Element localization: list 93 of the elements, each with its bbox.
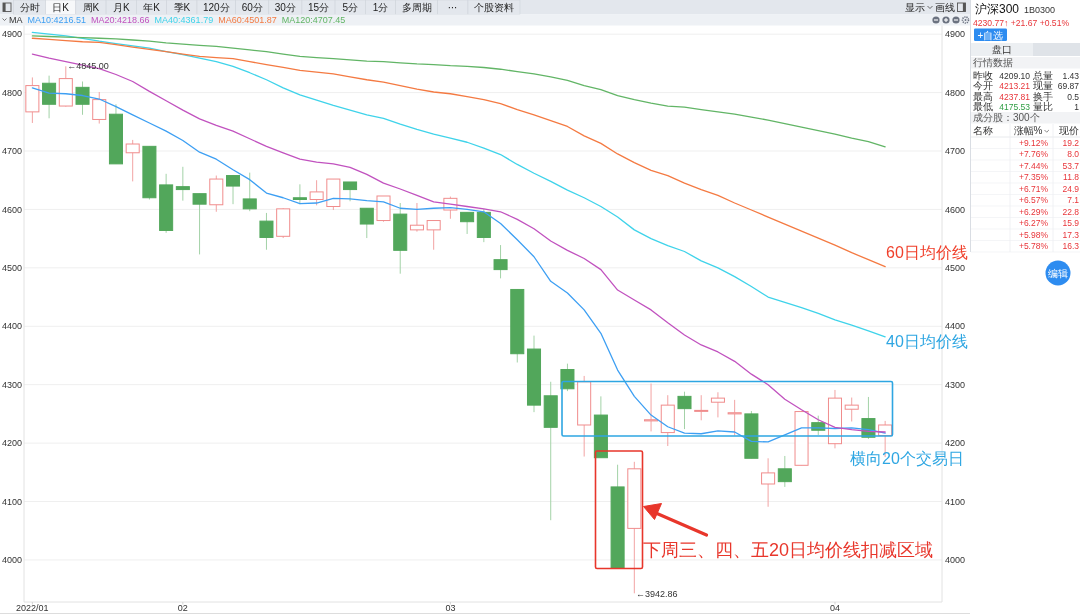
toolbar-button: 60分 [235, 0, 270, 15]
text: 69.87 [1057, 81, 1080, 92]
toolbar-button: 月K [105, 0, 137, 15]
toolbar-button: 个股资料 [467, 0, 521, 15]
y2-tick-label: 4600 [945, 204, 966, 215]
text: 最低 [973, 101, 993, 113]
y-tick-label: 4000 [1, 555, 22, 566]
text: 成分股：300个 [973, 112, 1040, 124]
y2-tick-label: 4300 [945, 379, 966, 390]
x-tick-label: 03 [445, 603, 456, 614]
text: +7.76% [1018, 149, 1049, 159]
text: 15.9 [1062, 218, 1080, 228]
text: 22.8 [1062, 206, 1080, 217]
annotation: ←3942.86 [636, 588, 678, 599]
annotation: 横向20个交易日 [850, 449, 964, 467]
button: 编辑 [1045, 260, 1071, 286]
y-tick-label: 4400 [1, 321, 22, 332]
text: 4175.53 [999, 102, 1031, 113]
annotation: 60日均价线 [886, 244, 968, 261]
text: +6.29% [1018, 206, 1049, 217]
text: 4213.21 [999, 81, 1031, 92]
annotation: 40日均价线 [886, 333, 968, 350]
toolbar-button: 30分 [268, 0, 303, 15]
y2-tick-label: 4200 [945, 438, 966, 449]
y-tick-label: 4900 [1, 29, 22, 40]
toolbar-button: 15分 [301, 0, 336, 15]
y2-tick-label: 4900 [945, 29, 966, 40]
text: 0.5 [1067, 91, 1080, 102]
y2-tick-label: 4100 [945, 496, 966, 507]
text: +6.27% [1018, 218, 1049, 228]
text: +5.78% [1018, 241, 1049, 251]
toolbar-button: 120分 [196, 0, 236, 15]
text: +7.44% [1018, 160, 1049, 171]
y2-tick-label: 4000 [945, 555, 966, 566]
text: 名称 [973, 125, 993, 136]
y2-tick-label: 4400 [945, 321, 966, 332]
text: 4230.77↑ +21.67 +0.51% [973, 17, 1070, 28]
text: 4237.81 [999, 91, 1031, 102]
x-tick-label: 2022/01 [16, 603, 49, 614]
y-tick-label: 4800 [1, 87, 22, 98]
y2-tick-label: 4700 [945, 146, 966, 157]
text: 盘口 [992, 44, 1012, 56]
y-tick-label: 4300 [1, 379, 22, 390]
y-tick-label: 4500 [1, 263, 22, 274]
text: +6.57% [1018, 195, 1049, 205]
toolbar-button: ⋯ [437, 0, 469, 15]
y-tick-label: 4200 [1, 438, 22, 449]
toolbar-button: 周K [75, 0, 107, 15]
toolbar-button: 分时 [13, 0, 46, 15]
text: 17.3 [1062, 229, 1080, 240]
toolbar-button: 1分 [365, 0, 396, 15]
text: 涨幅% [1013, 125, 1043, 136]
y2-tick-label: 4800 [945, 87, 966, 98]
text: +5.98% [1018, 229, 1049, 240]
text: +9.12% [1018, 137, 1049, 148]
text: 显示 [905, 2, 925, 13]
text: 画线 [934, 2, 955, 13]
y-tick-label: 4600 [1, 204, 22, 215]
text: 1B0300 [1024, 5, 1056, 15]
text: 总量 [1032, 69, 1053, 81]
text: 11.8 [1063, 172, 1080, 182]
text: 行情数据 [973, 57, 1013, 69]
text: 8.0 [1067, 149, 1080, 159]
text: 4209.10 [999, 70, 1031, 81]
y-tick-label: 4100 [1, 496, 22, 507]
legend-title: MA [9, 15, 23, 26]
text: 量比 [1033, 101, 1053, 113]
y2-tick-label: 4500 [945, 263, 966, 274]
toolbar-button: 多周期 [395, 0, 438, 15]
text: 19.2 [1062, 137, 1080, 148]
toolbar-button: 年K [136, 0, 167, 15]
text: 昨收 [973, 69, 993, 81]
text: 1.43 [1062, 70, 1080, 81]
text: 换手 [1033, 90, 1053, 102]
legend: MA MA10:4216.51 MA20:4218.66 MA40:4361.79 MA60:4501.87 MA120:4707.45 [2, 15, 346, 26]
x-tick-label: 04 [830, 603, 840, 614]
x-tick-label: 02 [177, 603, 188, 614]
toolbar-button: 日K [45, 0, 77, 15]
text: 现价 [1059, 125, 1079, 136]
text: 53.7 [1062, 160, 1080, 171]
toolbar-button: 季K [166, 0, 198, 15]
toolbar-button: 5分 [334, 0, 366, 15]
text: +7.35% [1018, 172, 1049, 182]
text: 7.1 [1067, 195, 1080, 205]
text: 沪深300 [975, 2, 1020, 16]
text: 1 [1074, 102, 1080, 113]
annotation: 下周三、四、五20日均价线扣减区域 [643, 539, 934, 560]
text: 现量 [1033, 80, 1053, 92]
text: 24.9 [1062, 183, 1080, 194]
y-tick-label: 4700 [1, 146, 22, 157]
text: 最高 [973, 90, 993, 102]
text: 16.3 [1062, 241, 1080, 251]
text: +6.71% [1018, 183, 1049, 194]
